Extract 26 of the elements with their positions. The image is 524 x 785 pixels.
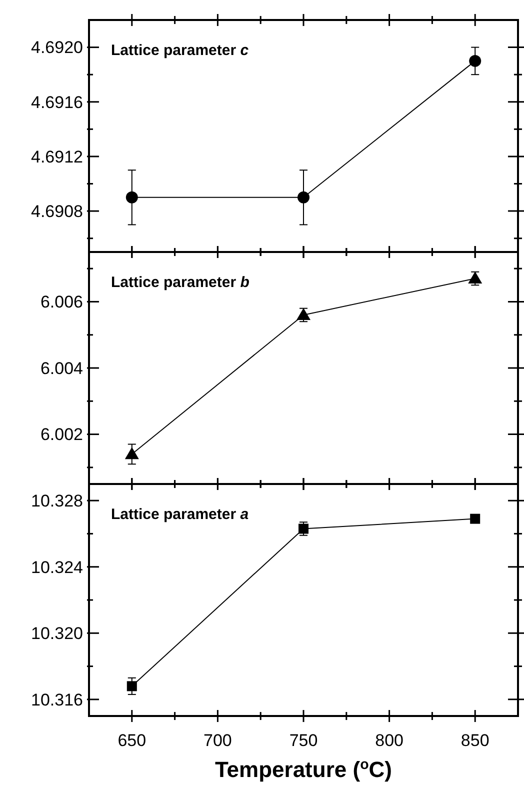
x-tick-label: 850 bbox=[460, 731, 490, 750]
point bbox=[124, 447, 139, 460]
annotation: Lattice parameter c bbox=[111, 42, 250, 59]
point bbox=[298, 524, 308, 534]
y-tick-label: 6.006 bbox=[40, 292, 83, 312]
point bbox=[468, 272, 482, 284]
point bbox=[296, 308, 310, 320]
x-tick-label: 650 bbox=[118, 731, 146, 750]
annotation: Lattice parameter a bbox=[111, 506, 249, 523]
y-tick-label: 10.328 bbox=[31, 492, 83, 511]
x-tick-label: 700 bbox=[204, 731, 232, 750]
x-tick-label: 750 bbox=[289, 731, 318, 750]
x-tick-label: 800 bbox=[375, 731, 404, 750]
y-tick-label: 4.6908 bbox=[31, 202, 83, 222]
y-tick-label: 6.004 bbox=[40, 358, 83, 378]
y-tick-label: 10.324 bbox=[31, 558, 83, 577]
x-axis-title: Temperature ($^{o}$C) bbox=[214, 757, 392, 782]
y-tick-label: 6.002 bbox=[40, 425, 83, 444]
y-tick-label: 4.6916 bbox=[31, 92, 83, 112]
y-tick-label: 10.316 bbox=[31, 690, 83, 710]
point bbox=[126, 681, 137, 692]
y-tick-label: 10.320 bbox=[31, 624, 83, 644]
point bbox=[470, 514, 480, 524]
y-tick-label: 4.6912 bbox=[31, 147, 83, 166]
y-tick-label: 4.6920 bbox=[31, 38, 83, 58]
annotation: Lattice parameter b bbox=[111, 274, 250, 291]
